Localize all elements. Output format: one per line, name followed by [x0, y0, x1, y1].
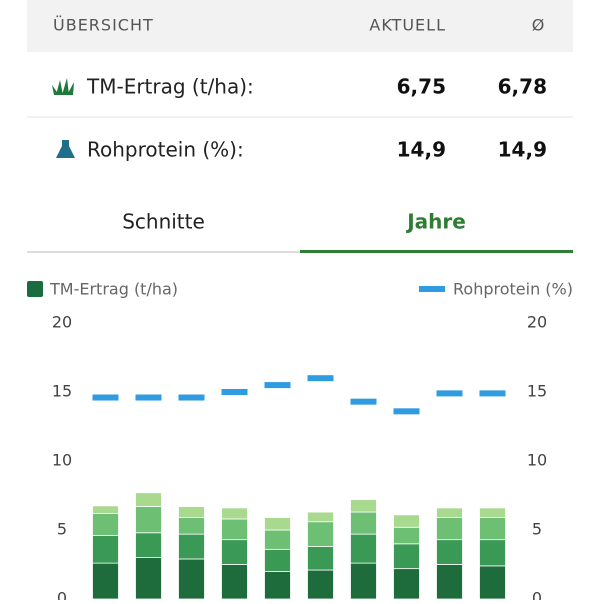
grass-icon [52, 78, 74, 95]
protein-dash [307, 375, 334, 382]
bar-segment [135, 557, 162, 600]
row-label: TM-Ertrag (t/ha): [86, 75, 254, 99]
bar-segment [307, 521, 334, 547]
flask-icon [56, 140, 75, 158]
bar-segment [92, 513, 119, 536]
bar-segment [479, 565, 506, 600]
bar-segment [135, 506, 162, 534]
protein-dash [178, 394, 205, 401]
y-tick-label: 10 [52, 451, 72, 470]
row-average: 6,78 [498, 75, 547, 99]
bar-segment [436, 517, 463, 541]
row-label: Rohprotein (%): [87, 138, 244, 162]
header-title: ÜBERSICHT [53, 16, 154, 35]
protein-dash [393, 408, 420, 415]
header-average: Ø [532, 16, 545, 35]
bar-segment [479, 539, 506, 567]
bar-segment [350, 499, 377, 513]
row-current: 14,9 [397, 138, 446, 162]
y2-tick-label: 20 [527, 313, 547, 332]
y2-tick-label: 10 [527, 451, 547, 470]
bar-segment [264, 529, 291, 550]
bar-segment [393, 543, 420, 570]
y2-tick-label: 15 [527, 382, 547, 401]
protein-dash [135, 394, 162, 401]
bar-segment [135, 492, 162, 507]
bar-segment [436, 507, 463, 518]
bar-segment [264, 517, 291, 531]
bar-segment [393, 526, 420, 545]
bar-segment [350, 533, 377, 564]
y2-tick-label: 0 [532, 589, 542, 601]
bar-segment [221, 518, 248, 541]
bar-segment [92, 535, 119, 564]
tab[interactable]: Jahre [405, 210, 466, 234]
bar-segment [92, 562, 119, 600]
table-header-bg [27, 0, 573, 52]
tab[interactable]: Schnitte [122, 210, 205, 234]
y-tick-label: 20 [52, 313, 72, 332]
legend-label: Rohprotein (%) [453, 280, 573, 299]
protein-dash [479, 390, 506, 397]
bar-segment [307, 511, 334, 523]
bar-segment [178, 506, 205, 518]
bar-segment [92, 505, 119, 514]
tab-indicator [300, 250, 573, 253]
bar-segment [436, 564, 463, 600]
protein-dash [350, 398, 377, 405]
protein-dash [221, 389, 248, 395]
legend-label: TM-Ertrag (t/ha) [49, 280, 178, 299]
y-tick-label: 5 [57, 520, 67, 539]
protein-dash [264, 382, 291, 389]
protein-dash [436, 390, 463, 397]
row-average: 14,9 [498, 138, 547, 162]
bar-segment [436, 539, 463, 565]
bar-segment [178, 558, 205, 600]
y2-tick-label: 5 [532, 520, 542, 539]
bar-segment [264, 571, 291, 600]
legend-marker [27, 281, 43, 297]
bar-segment [264, 548, 291, 572]
bar-segment [393, 514, 420, 528]
row-current: 6,75 [397, 75, 446, 99]
bar-segment [307, 569, 334, 600]
bar-segment [221, 564, 248, 600]
bar-segment [307, 546, 334, 571]
bar-segment [178, 533, 205, 560]
bar-segment [135, 532, 162, 559]
header-current: AKTUELL [369, 16, 446, 35]
bar-segment [178, 517, 205, 535]
protein-dash [92, 394, 119, 401]
bar-segment [479, 507, 506, 518]
bar-segment [221, 539, 248, 565]
bar-segment [350, 562, 377, 600]
y-tick-label: 15 [52, 382, 72, 401]
y-tick-label: 0 [57, 589, 67, 601]
bar-segment [350, 511, 377, 535]
bar-segment [479, 517, 506, 541]
legend-marker [419, 286, 445, 292]
bar-segment [393, 568, 420, 600]
bar-segment [221, 507, 248, 520]
